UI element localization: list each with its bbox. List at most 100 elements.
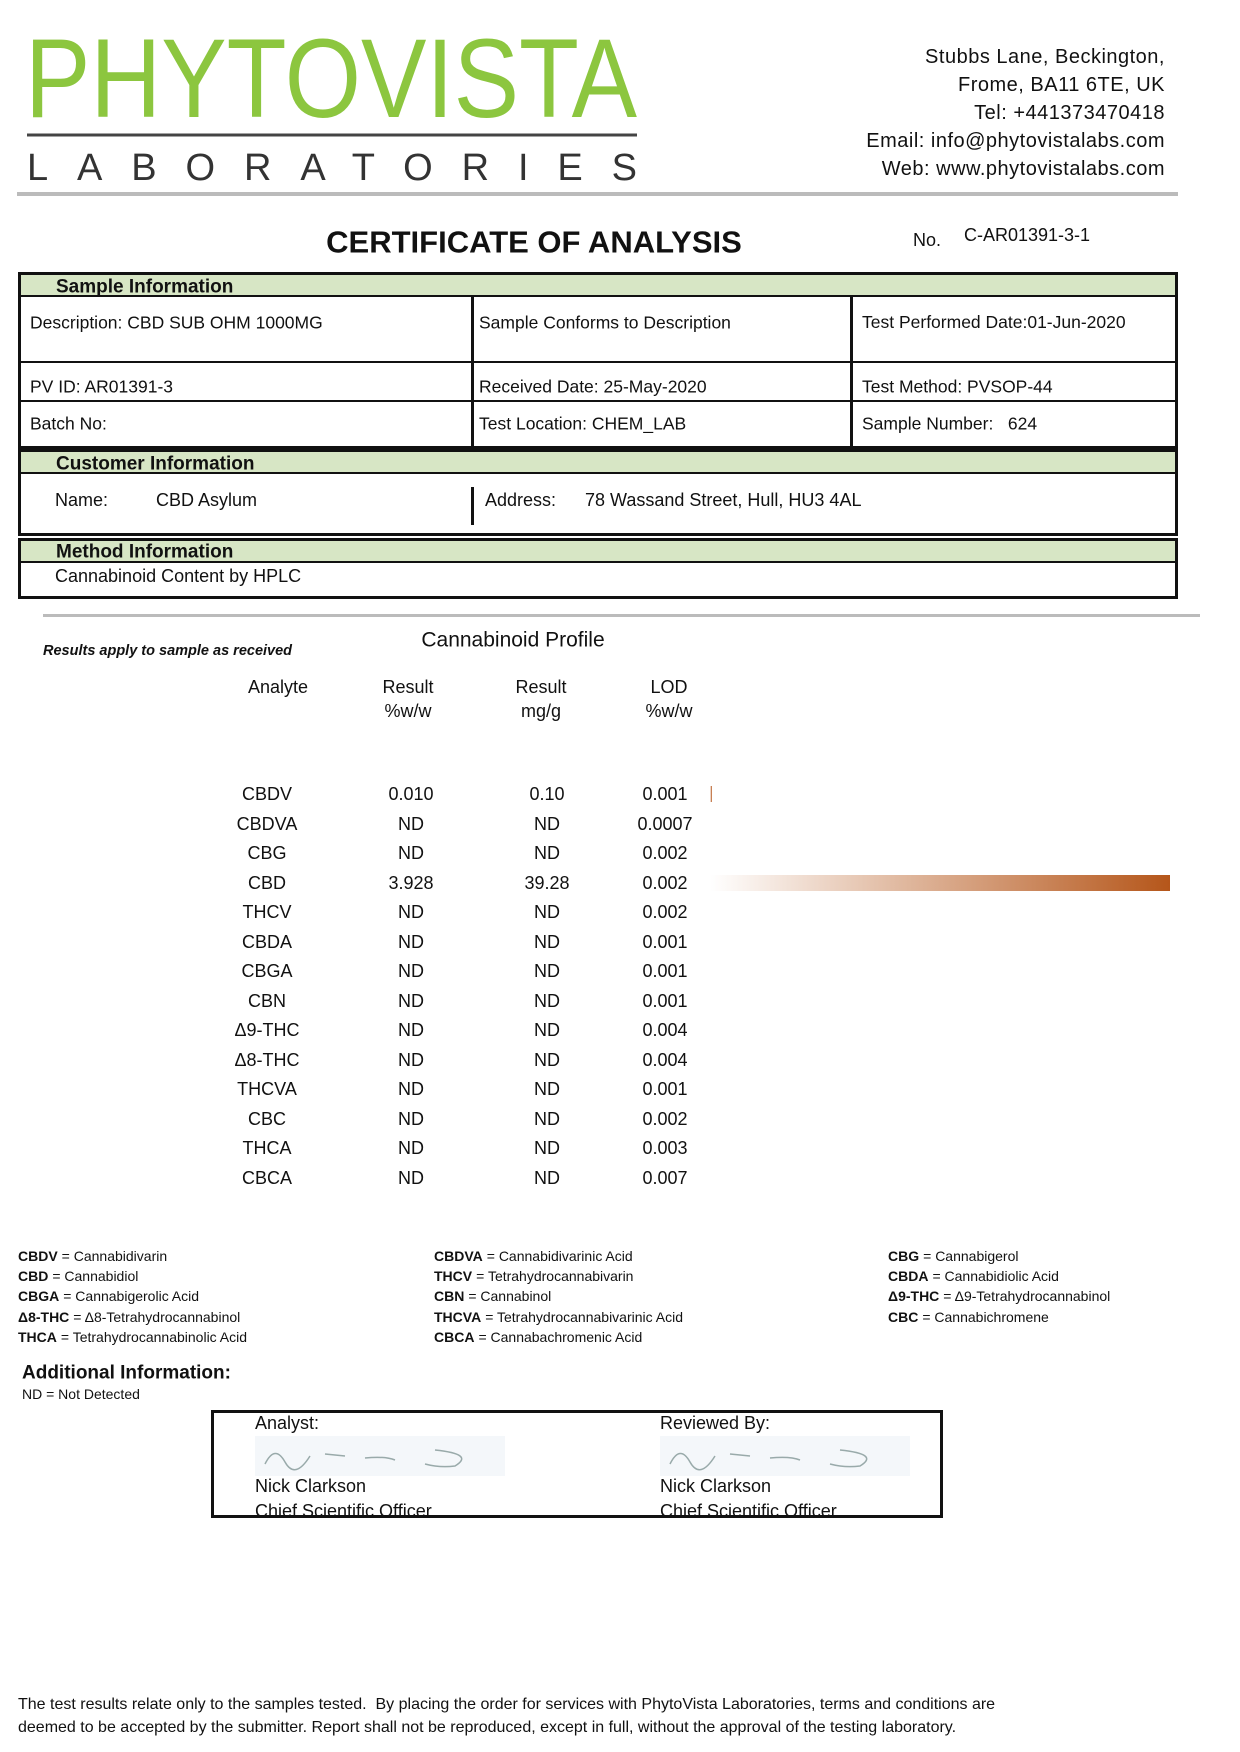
abbr-definition: = Cannabidiolic Acid [932,1268,1059,1285]
abbr-definition: = Cannabidivarin [61,1248,168,1264]
table-cell: 0.001 [642,931,688,952]
row-rule [21,361,1175,363]
table-cell: ND [398,1138,424,1158]
table-cell: 0.002 [642,902,688,922]
table-cell: CBG [247,843,287,863]
abbr-definition: = Cannabachromenic Acid [478,1328,643,1345]
table-cell: CBN [247,990,287,1011]
abbr-term: CBDA [888,1268,929,1285]
col-rule [850,297,853,447]
abbr-definition: = Cannabigerol [923,1248,1019,1264]
abbr-definition: = Tetrahydrocannabivarin [476,1268,634,1285]
abbr-term: CBCA [434,1328,475,1345]
divider [43,614,1200,617]
table-cell: 0.004 [642,1049,688,1070]
address-line: Stubbs Lane, Beckington, [925,46,1165,68]
row-rule [21,400,1175,402]
abbr-definition: = Cannabichromene [922,1308,1049,1325]
table-cell: 0.001 [642,1079,688,1099]
section-heading: Sample Information [56,276,234,298]
table-cell: 0.004 [642,1020,688,1040]
abbr-term: CBG [888,1248,920,1264]
abbr-definition: = Tetrahydrocannabinolic Acid [60,1328,248,1345]
customer-table [18,449,1178,536]
table-cell: 39.28 [524,872,570,893]
table-cell: CBC [247,1108,287,1129]
value: Cannabinoid Content by HPLC [55,566,302,586]
address-line: Email: info@phytovistalabs.com [866,130,1165,152]
table-cell: ND [534,931,560,952]
table-cell: CBCA [241,1167,293,1188]
table-cell: Δ8-THC [234,1049,300,1070]
abbr-term: THCV [434,1268,473,1285]
table-cell: THCA [242,1138,292,1158]
value: 78 Wassand Street, Hull, HU3 4AL [585,490,862,510]
signature-box-bottom [211,1515,943,1518]
table-cell: 0.001 [642,784,688,804]
table-cell: ND [534,1049,560,1070]
section-heading: Customer Information [56,453,255,475]
table-cell: 0.0007 [637,813,693,834]
table-cell: ND [534,961,560,981]
abbr-term: CBGA [18,1288,60,1305]
cell-text: Test Location: CHEM_LAB [479,413,687,434]
table-cell: THCV [242,902,292,922]
cell-text: Description: CBD SUB OHM 1000MG [30,312,323,333]
table-cell: ND [398,902,424,922]
signature-name: Nick Clarkson [660,1476,772,1496]
profile-title: Cannabinoid Profile [421,628,605,652]
abbr-term: Δ9-THC [888,1288,940,1305]
table-cell: 0.002 [642,843,688,863]
abbr-definition: = Cannabidiol [52,1268,139,1285]
section-heading: Additional Information: [22,1362,231,1384]
abbr-term: CBD [18,1268,49,1285]
abbr-term: THCVA [434,1308,482,1325]
signature-label: Analyst: [255,1413,320,1433]
table-cell: 3.928 [388,872,434,893]
column-header: Result [515,677,567,697]
table-cell: CBDA [241,931,293,952]
address-line: Tel: +441373470418 [974,102,1165,124]
column-header: LOD [650,677,688,697]
cell-text: Received Date: 25-May-2020 [479,376,707,397]
title: CERTIFICATE OF ANALYSIS [326,224,742,260]
table-cell: ND [398,1049,424,1070]
result-bar [710,874,1170,891]
logo: PHYTOVISTA LABORATORIES [25,16,637,189]
col-rule [471,487,474,525]
cert-no: C-AR01391-3-1 [964,225,1091,245]
table-cell: ND [398,990,424,1011]
label: Name: [55,490,109,510]
table-cell: ND [534,1138,560,1158]
cell-text: Test Performed Date:01-Jun-2020 [862,312,1126,332]
table-cell: ND [398,813,424,834]
abbr-term: THCA [18,1328,57,1345]
table-cell: ND [534,813,560,834]
cell-text: Sample Conforms to Description [479,312,731,333]
footer-line: The test results relate only to the samp… [18,1696,996,1713]
table-cell: ND [398,1020,424,1040]
value: CBD Asylum [156,490,258,510]
signature [660,1436,910,1476]
column-header: Analyte [247,677,309,697]
column-header: mg/g [520,701,562,721]
table-cell: 0.003 [642,1138,688,1158]
section-band [21,541,1175,563]
cell-text: Sample Number: 624 [862,413,1038,434]
signature-label: Reviewed By: [660,1413,771,1433]
cell-text: Batch No: [30,413,107,434]
table-cell: ND [534,1020,560,1040]
table-cell: 0.002 [642,872,688,893]
method-table [18,538,1178,599]
result-bar [710,786,712,802]
table-cell: ND [398,1108,424,1129]
table-cell: ND [534,843,560,863]
table-cell: 0.10 [529,784,565,804]
table-cell: 0.010 [388,784,434,804]
table-cell: ND [534,1079,560,1099]
abbr-term: CBDV [18,1248,58,1264]
table-cell: CBDVA [236,813,298,834]
note: Results apply to sample as received [43,642,293,659]
table-cell: ND [534,1108,560,1129]
abbr-definition: = Δ8-Tetrahydrocannabinol [73,1308,241,1325]
